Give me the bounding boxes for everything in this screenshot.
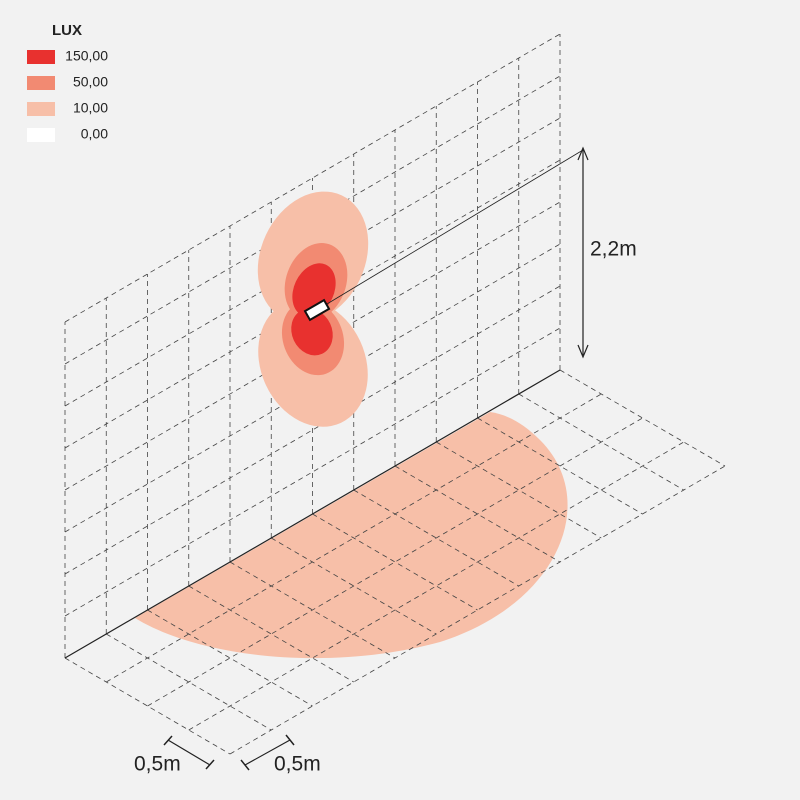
- dimension-arrows: [577, 146, 589, 359]
- legend-label: 10,00: [73, 100, 108, 116]
- grid-line: [64, 159, 561, 449]
- grid-line: [64, 657, 231, 755]
- grid-line: [64, 33, 561, 323]
- width-label: 0,5m: [134, 753, 181, 776]
- height-label: 2,2m: [590, 238, 637, 261]
- grid-line: [106, 393, 602, 683]
- legend-label: 50,00: [73, 74, 108, 90]
- grid-line: [64, 327, 561, 617]
- grid-line: [229, 465, 726, 755]
- grid-line: [312, 513, 478, 611]
- grid-line: [394, 465, 561, 563]
- fixture-body: [303, 298, 331, 322]
- wall-zone: [291, 308, 333, 356]
- grid-line: [229, 561, 396, 659]
- legend-swatch: [27, 76, 55, 90]
- legend-title: LUX: [52, 22, 82, 39]
- grid-line: [64, 75, 561, 365]
- dimension-ticks: [163, 735, 215, 770]
- grid-line: [64, 201, 561, 491]
- grid-line: [188, 441, 684, 731]
- grid-line: [147, 417, 643, 707]
- height-dimension: 2,2m: [577, 146, 637, 359]
- legend-label: 150,00: [65, 48, 108, 64]
- floor-illuminance: [135, 412, 568, 659]
- dimension-ticks: [240, 734, 295, 771]
- grid-line: [64, 117, 561, 407]
- legend-swatch: [27, 128, 55, 142]
- dimension-line: [244, 739, 291, 766]
- grid-line: [271, 537, 437, 635]
- width-dimension: 0,5m: [134, 735, 215, 776]
- depth-dimension: 0,5m: [240, 734, 321, 776]
- wall-base-line: [64, 369, 561, 659]
- depth-label: 0,5m: [274, 753, 321, 776]
- grid-line: [188, 585, 354, 683]
- grid-line: [559, 369, 726, 467]
- grid-line: [353, 489, 519, 587]
- fixture: [303, 298, 331, 322]
- dimension-line: [167, 739, 211, 766]
- grid-line: [436, 441, 602, 539]
- legend-label: 0,00: [81, 126, 108, 142]
- grid-line: [147, 609, 313, 707]
- grid-line: [518, 393, 684, 491]
- legend: LUX 150,00 50,00 10,00 0,00: [27, 22, 108, 142]
- grid-line: [477, 417, 643, 515]
- legend-swatch: [27, 50, 55, 64]
- legend-swatch: [27, 102, 55, 116]
- grid-line: [64, 285, 561, 575]
- grid-line: [106, 633, 272, 731]
- height-reference-line: [316, 149, 584, 311]
- floor-zone: [135, 412, 568, 659]
- grid-line: [64, 243, 561, 533]
